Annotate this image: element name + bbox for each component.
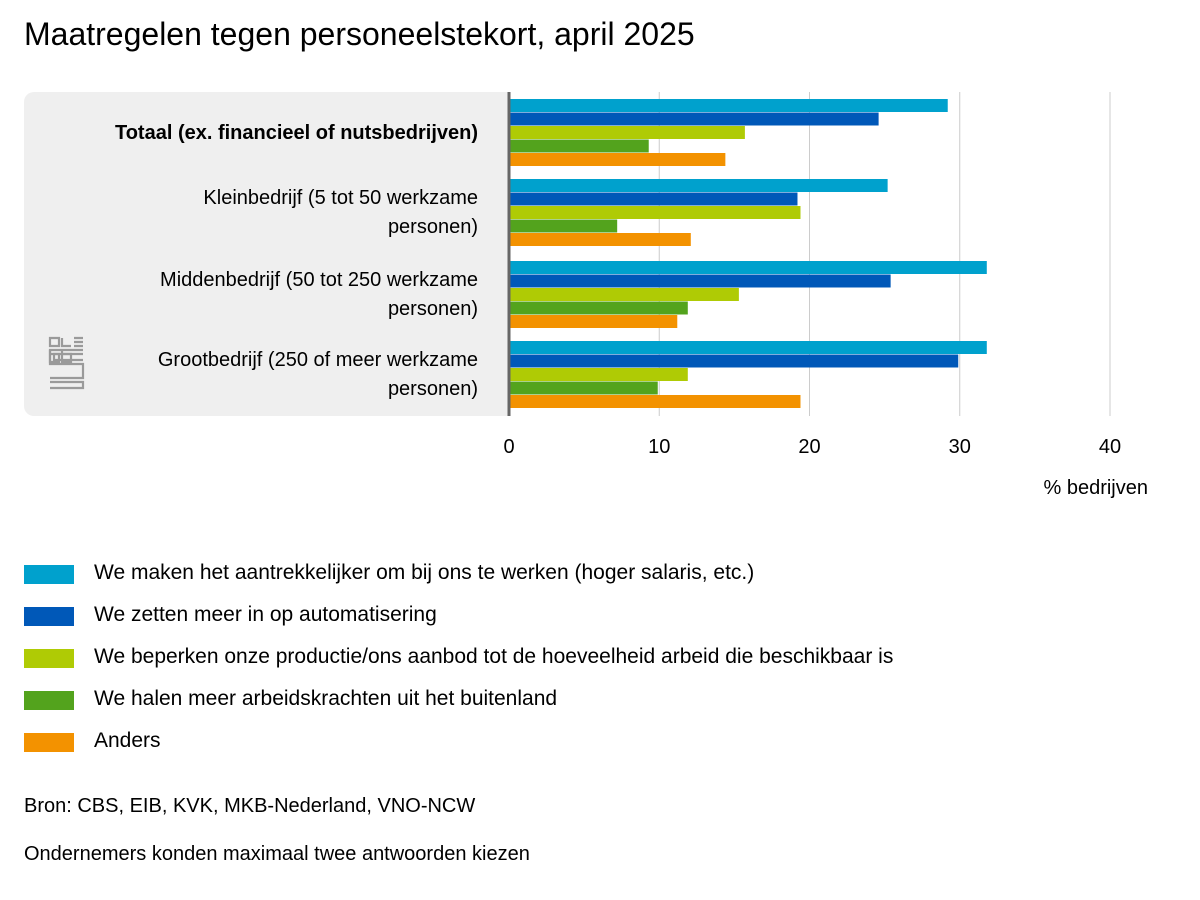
category-label: Kleinbedrijf (5 tot 50 werkzame personen)	[58, 184, 478, 242]
legend-label: We halen meer arbeidskrachten uit het bu…	[94, 687, 558, 710]
bar	[509, 354, 959, 368]
bar	[509, 179, 888, 192]
x-axis-label: % bedrijven	[1043, 477, 1148, 499]
x-tick-label: 30	[949, 436, 971, 458]
bar	[509, 139, 649, 153]
legend-label: We zetten meer in op automatisering	[94, 603, 437, 626]
bar	[509, 126, 745, 139]
bar	[509, 192, 798, 206]
category-label-line: Totaal (ex. financieel of nutsbedrijven)	[114, 122, 478, 144]
bar	[509, 261, 987, 274]
footnote: Ondernemers konden maximaal twee antwoor…	[24, 843, 530, 865]
legend-label: We beperken onze productie/ons aanbod to…	[94, 645, 894, 668]
legend-swatch	[24, 607, 74, 626]
bar	[509, 288, 739, 301]
legend-swatch	[24, 649, 74, 668]
source-note: Bron: CBS, EIB, KVK, MKB-Nederland, VNO-…	[24, 795, 476, 817]
legend-label: Anders	[94, 729, 161, 752]
category-label-line: Kleinbedrijf (5 tot 50 werkzame	[203, 187, 478, 209]
bar	[509, 233, 691, 246]
bar	[509, 395, 801, 408]
bar	[509, 99, 948, 112]
bar	[509, 368, 688, 381]
category-label-line: Grootbedrijf (250 of meer werkzame	[157, 349, 478, 371]
legend-swatch	[24, 565, 74, 584]
bar-chart: 0 10 20 30 40	[503, 92, 1121, 458]
bar	[509, 301, 688, 315]
bar	[509, 381, 658, 395]
bar	[509, 206, 801, 219]
category-panel	[24, 92, 509, 416]
category-label: Totaal (ex. financieel of nutsbedrijven)	[58, 119, 478, 148]
category-label: Grootbedrijf (250 of meer werkzame person…	[58, 346, 478, 404]
legend-label: We maken het aantrekkelijker om bij ons …	[94, 561, 755, 584]
x-tick-label: 20	[798, 436, 820, 458]
bar	[509, 274, 891, 288]
category-label-line: personen)	[387, 216, 478, 238]
bar	[509, 341, 987, 354]
cbs-logo-icon	[48, 336, 85, 390]
x-tick-label: 0	[503, 436, 514, 458]
x-tick-label: 40	[1099, 436, 1121, 458]
category-label-line: Middenbedrijf (50 tot 250 werkzame	[160, 269, 478, 291]
category-label-line: personen)	[387, 298, 478, 320]
bar	[509, 219, 618, 233]
category-label-line: personen)	[387, 378, 478, 400]
bar	[509, 315, 678, 328]
legend-swatch	[24, 733, 74, 752]
category-label: Middenbedrijf (50 tot 250 werkzame person…	[58, 266, 478, 324]
x-tick-label: 10	[648, 436, 670, 458]
bar	[509, 112, 879, 126]
bar	[509, 153, 726, 166]
legend-swatch	[24, 691, 74, 710]
chart-title: Maatregelen tegen personeelstekort, apri…	[24, 16, 695, 52]
